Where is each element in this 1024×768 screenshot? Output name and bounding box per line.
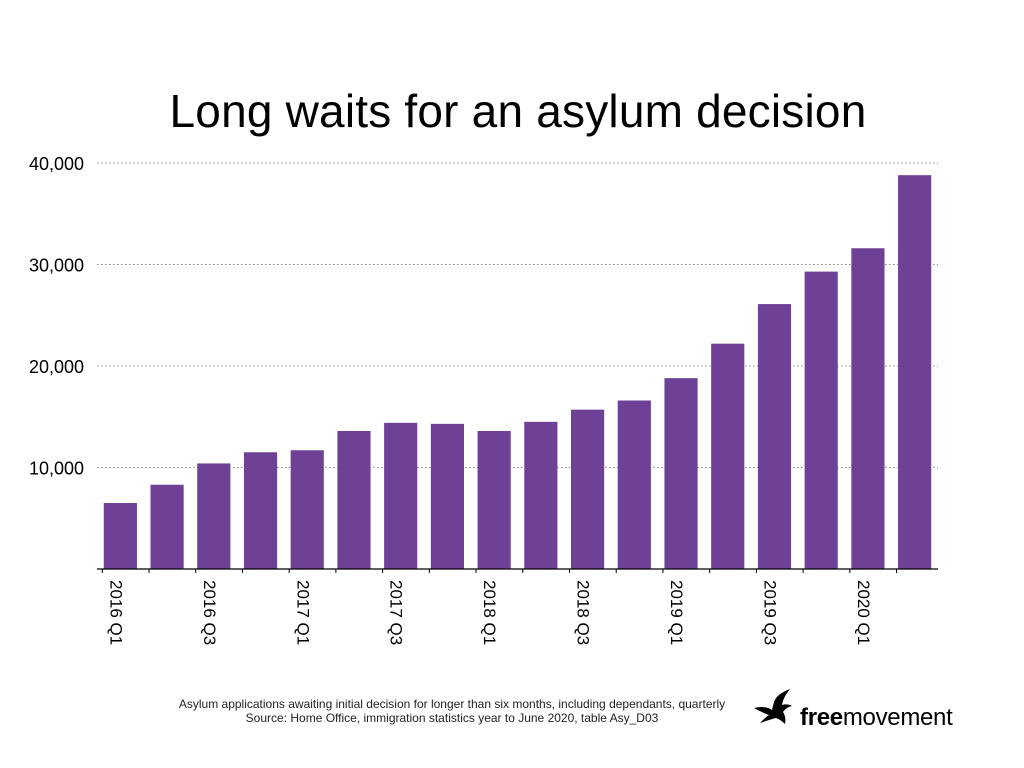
bar (804, 271, 838, 569)
logo-word-free: free (800, 704, 843, 731)
x-tick-label: 2018 Q3 (574, 580, 593, 645)
x-tick-label: 2020 Q1 (854, 580, 873, 645)
bar (243, 452, 278, 569)
bar (570, 409, 605, 569)
footnote-source: Source: Home Office, immigration statist… (245, 711, 659, 725)
x-tick-label: 2017 Q1 (293, 580, 312, 645)
bar (898, 175, 932, 569)
bar (711, 343, 745, 569)
gridlines (97, 162, 938, 468)
bar (430, 423, 465, 569)
chart-title: Long waits for an asylum decision (169, 85, 867, 137)
bar (337, 430, 371, 569)
x-tick-label: 2016 Q1 (106, 580, 125, 645)
x-tick-label: 2018 Q1 (480, 580, 499, 645)
logo-word-movement: movement (842, 704, 953, 731)
freemovement-logo: freemovement (752, 688, 982, 736)
bar (851, 248, 885, 569)
bird-icon (754, 689, 792, 724)
bar (290, 450, 324, 569)
x-tick-label: 2016 Q3 (200, 580, 219, 645)
y-tick-label: 10,000 (29, 459, 84, 479)
x-tick-label: 2017 Q3 (387, 580, 406, 645)
bar (617, 400, 651, 569)
y-tick-label: 40,000 (29, 154, 84, 174)
bars (103, 175, 932, 569)
logo-wordmark: freemovement (800, 704, 953, 732)
tick-labels: 10,000 20,000 30,000 40,000 2016 Q1 2016 Q3 20… (29, 154, 873, 645)
x-tick-label: 2019 Q1 (667, 580, 686, 645)
bar (664, 378, 698, 569)
y-tick-label: 30,000 (29, 256, 84, 276)
bar (524, 421, 558, 569)
bar (103, 503, 137, 569)
bar (477, 430, 511, 569)
y-tick-label: 20,000 (29, 357, 84, 377)
axes (97, 568, 938, 573)
bar (150, 484, 184, 569)
footnote-description: Asylum applications awaiting initial dec… (178, 697, 726, 711)
bar (384, 422, 418, 569)
bar (197, 463, 231, 569)
x-tick-label: 2019 Q3 (760, 580, 779, 645)
bar (757, 304, 792, 569)
